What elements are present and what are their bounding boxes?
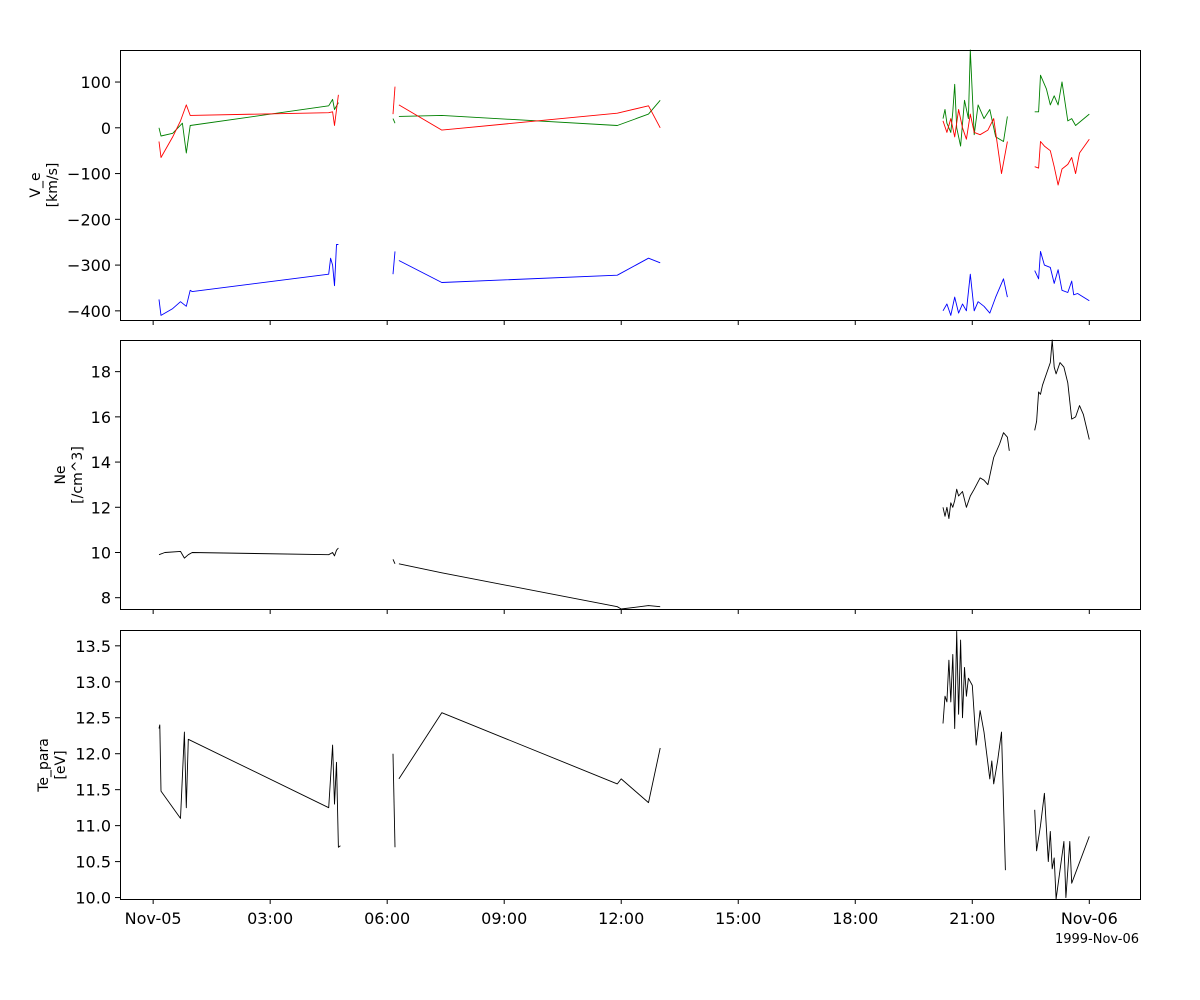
- y-tick-label-te-para-7: 10.0: [75, 889, 111, 908]
- panel-te-para: Te_para [eV] 13.5 13.0 12.5 12.0 11.5 11.0 10.…: [36, 630, 1141, 908]
- series-line-ve-2-segment-2: [398, 104, 661, 131]
- plot-frame-ne: [120, 340, 1141, 610]
- panel-ne: Ne [/cm^3] 18 16 14 12 10 8: [53, 339, 1141, 614]
- series-line-ve-1-segment-1: [392, 118, 396, 124]
- y-tick-label-ve-0: 100: [80, 73, 111, 92]
- y-tick-label-te-para-6: 10.5: [75, 853, 111, 872]
- y-axis-label-ne: Ne [/cm^3]: [53, 446, 86, 504]
- series-line-ve-1-segment-2: [398, 100, 661, 126]
- x-axis-corner-date: 1999-Nov-06: [1055, 932, 1139, 947]
- series-line-ne-0-segment-2: [398, 563, 661, 610]
- x-tick-label-8: Nov-06: [1061, 909, 1118, 928]
- x-tick-label-7: 21:00: [949, 909, 995, 928]
- series-line-ve-0-segment-3: [942, 273, 1008, 316]
- series-line-ve-2-segment-3: [942, 109, 1008, 175]
- y-tick-label-ve-5: −400: [67, 302, 111, 321]
- y-axis-label-ne-name: Ne: [53, 465, 69, 484]
- y-tick-label-te-para-0: 13.5: [75, 637, 111, 656]
- y-tick-label-ve-2: −100: [67, 165, 111, 184]
- series-line-te-para-0-segment-2: [398, 712, 661, 804]
- y-ticks-te-para: 13.5 13.0 12.5 12.0 11.5 11.0 10.5 10.0: [75, 637, 120, 908]
- y-tick-label-ve-4: −300: [67, 256, 111, 275]
- x-tick-label-0: Nov-05: [125, 909, 182, 928]
- y-axis-label-te-para: Te_para [eV]: [36, 738, 69, 793]
- panel-ve: V_e [km/s] 100 0 −100 −200 −300 −400: [28, 49, 1141, 325]
- y-tick-label-ne-4: 10: [91, 543, 111, 562]
- series-group-te-para: [158, 630, 1090, 900]
- y-tick-label-ve-3: −200: [67, 210, 111, 229]
- series-line-ve-0-segment-4: [1034, 250, 1090, 302]
- x-tick-labels: Nov-05 03:00 06:00 09:00 12:00 15:00 18:00 21:0…: [125, 909, 1118, 928]
- series-line-ve-1-segment-0: [158, 98, 339, 154]
- plot-frame-te-para: [120, 630, 1141, 900]
- y-axis-label-te-para-unit: [eV]: [53, 750, 69, 779]
- series-line-ne-0-segment-4: [1034, 339, 1090, 440]
- x-tick-label-6: 18:00: [832, 909, 878, 928]
- series-line-ve-0-segment-2: [398, 257, 661, 283]
- series-line-ve-2-segment-4: [1034, 138, 1090, 186]
- series-line-ve-1-segment-4: [1034, 74, 1090, 126]
- series-line-ne-0-segment-0: [158, 547, 339, 559]
- series-line-ve-1-segment-3: [942, 49, 1008, 147]
- series-line-ve-2-segment-0: [158, 94, 339, 158]
- y-ticks-ve: 100 0 −100 −200 −300 −400: [67, 73, 120, 321]
- series-line-te-para-0-segment-4: [1034, 792, 1090, 900]
- y-tick-label-te-para-3: 12.0: [75, 745, 111, 764]
- x-tick-label-3: 09:00: [481, 909, 527, 928]
- x-tick-label-4: 12:00: [598, 909, 644, 928]
- y-axis-label-ve: V_e [km/s]: [28, 163, 61, 208]
- x-tick-label-1: 03:00: [247, 909, 293, 928]
- y-ticks-ne: 18 16 14 12 10 8: [91, 363, 120, 608]
- series-line-ne-0-segment-3: [942, 432, 1010, 520]
- y-axis-label-ve-unit: [km/s]: [45, 163, 61, 208]
- series-line-ne-0-segment-1: [392, 559, 396, 564]
- series-line-ve-2-segment-1: [392, 86, 396, 115]
- y-tick-label-ne-3: 12: [91, 498, 111, 517]
- y-axis-label-ne-unit: [/cm^3]: [70, 446, 86, 504]
- y-tick-label-te-para-1: 13.0: [75, 673, 111, 692]
- series-group-ve: [158, 49, 1090, 316]
- y-tick-label-ne-0: 18: [91, 363, 111, 382]
- x-tick-label-5: 15:00: [715, 909, 761, 928]
- y-tick-label-ve-1: 0: [101, 119, 111, 138]
- series-group-ne: [158, 339, 1090, 610]
- y-axis-label-te-para-name: Te_para: [36, 738, 52, 793]
- series-line-te-para-0-segment-3: [942, 630, 1006, 871]
- plot-frame-ve: [120, 50, 1141, 321]
- x-tick-label-2: 06:00: [364, 909, 410, 928]
- y-tick-label-te-para-2: 12.5: [75, 709, 111, 728]
- y-tick-label-te-para-5: 11.0: [75, 817, 111, 836]
- y-axis-label-ve-name: V_e: [28, 172, 44, 197]
- y-tick-label-ne-5: 8: [101, 589, 111, 608]
- series-line-te-para-0-segment-0: [158, 724, 341, 848]
- series-line-ve-0-segment-1: [392, 251, 396, 275]
- series-line-te-para-0-segment-1: [392, 753, 396, 848]
- y-tick-label-te-para-4: 11.5: [75, 781, 111, 800]
- y-tick-label-ne-1: 16: [91, 408, 111, 427]
- y-tick-label-ne-2: 14: [91, 453, 111, 472]
- series-line-ve-0-segment-0: [158, 244, 339, 316]
